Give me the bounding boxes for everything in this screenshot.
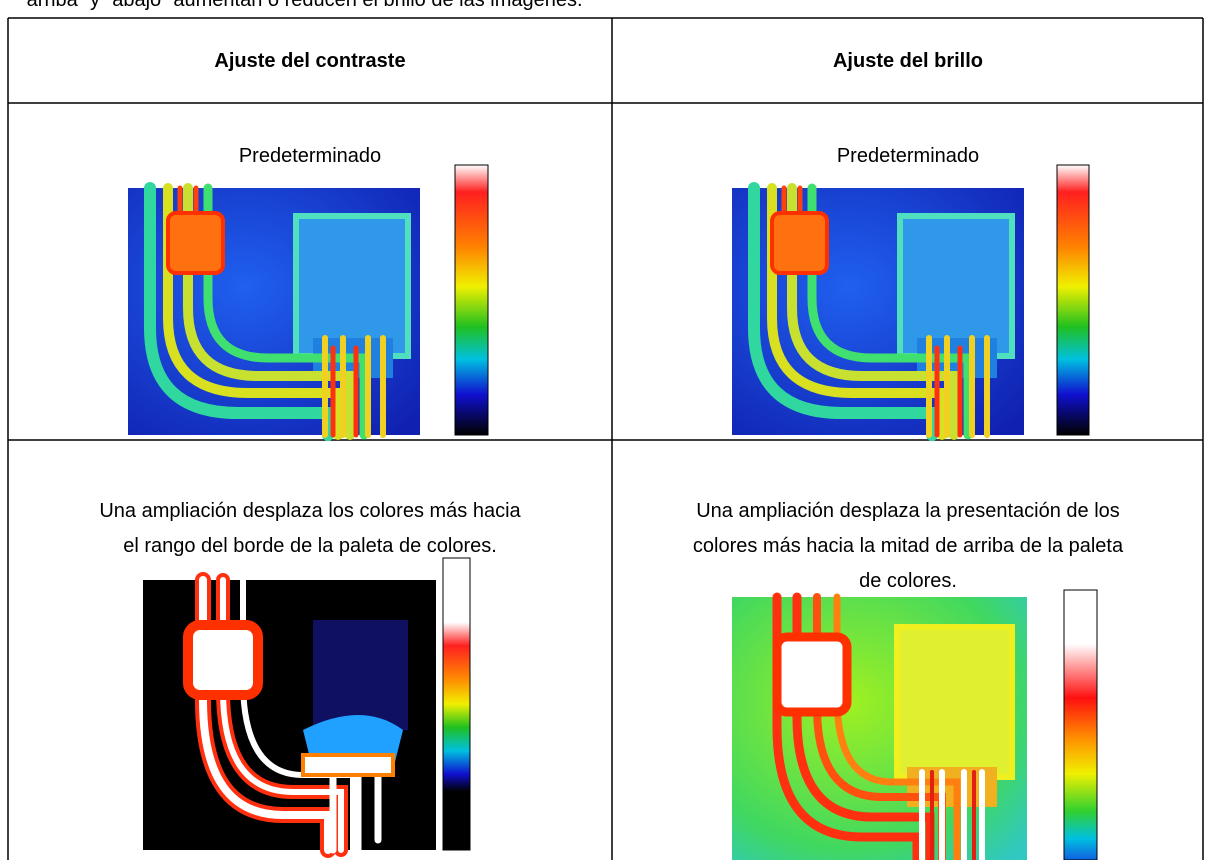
cell-text: Una ampliación desplaza los colores más … — [99, 500, 521, 522]
thermal-image-default — [128, 188, 420, 435]
cell-text: Predeterminado — [837, 145, 979, 167]
color-palette — [442, 557, 471, 851]
cell-text: Predeterminado — [239, 145, 381, 167]
column-header: Ajuste del brillo — [833, 50, 983, 72]
cell-text: de colores. — [859, 570, 957, 592]
table-grid — [7, 17, 1204, 860]
thermal-image-brightness — [732, 592, 1027, 865]
color-palette — [1063, 589, 1098, 861]
cell-text: el rango del borde de la paleta de color… — [123, 535, 497, 557]
intro-text: “arriba” y “abajo” aumentan o reducen el… — [20, 0, 583, 11]
cell-text: colores más hacia la mitad de arriba de … — [693, 535, 1124, 557]
cell-text: Una ampliación desplaza la presentación … — [696, 500, 1120, 522]
color-palette — [1056, 164, 1090, 436]
thermal-image-default — [732, 188, 1024, 435]
column-header: Ajuste del contraste — [214, 50, 405, 72]
thermal-image-contrast — [143, 572, 436, 858]
color-palette — [454, 164, 489, 436]
